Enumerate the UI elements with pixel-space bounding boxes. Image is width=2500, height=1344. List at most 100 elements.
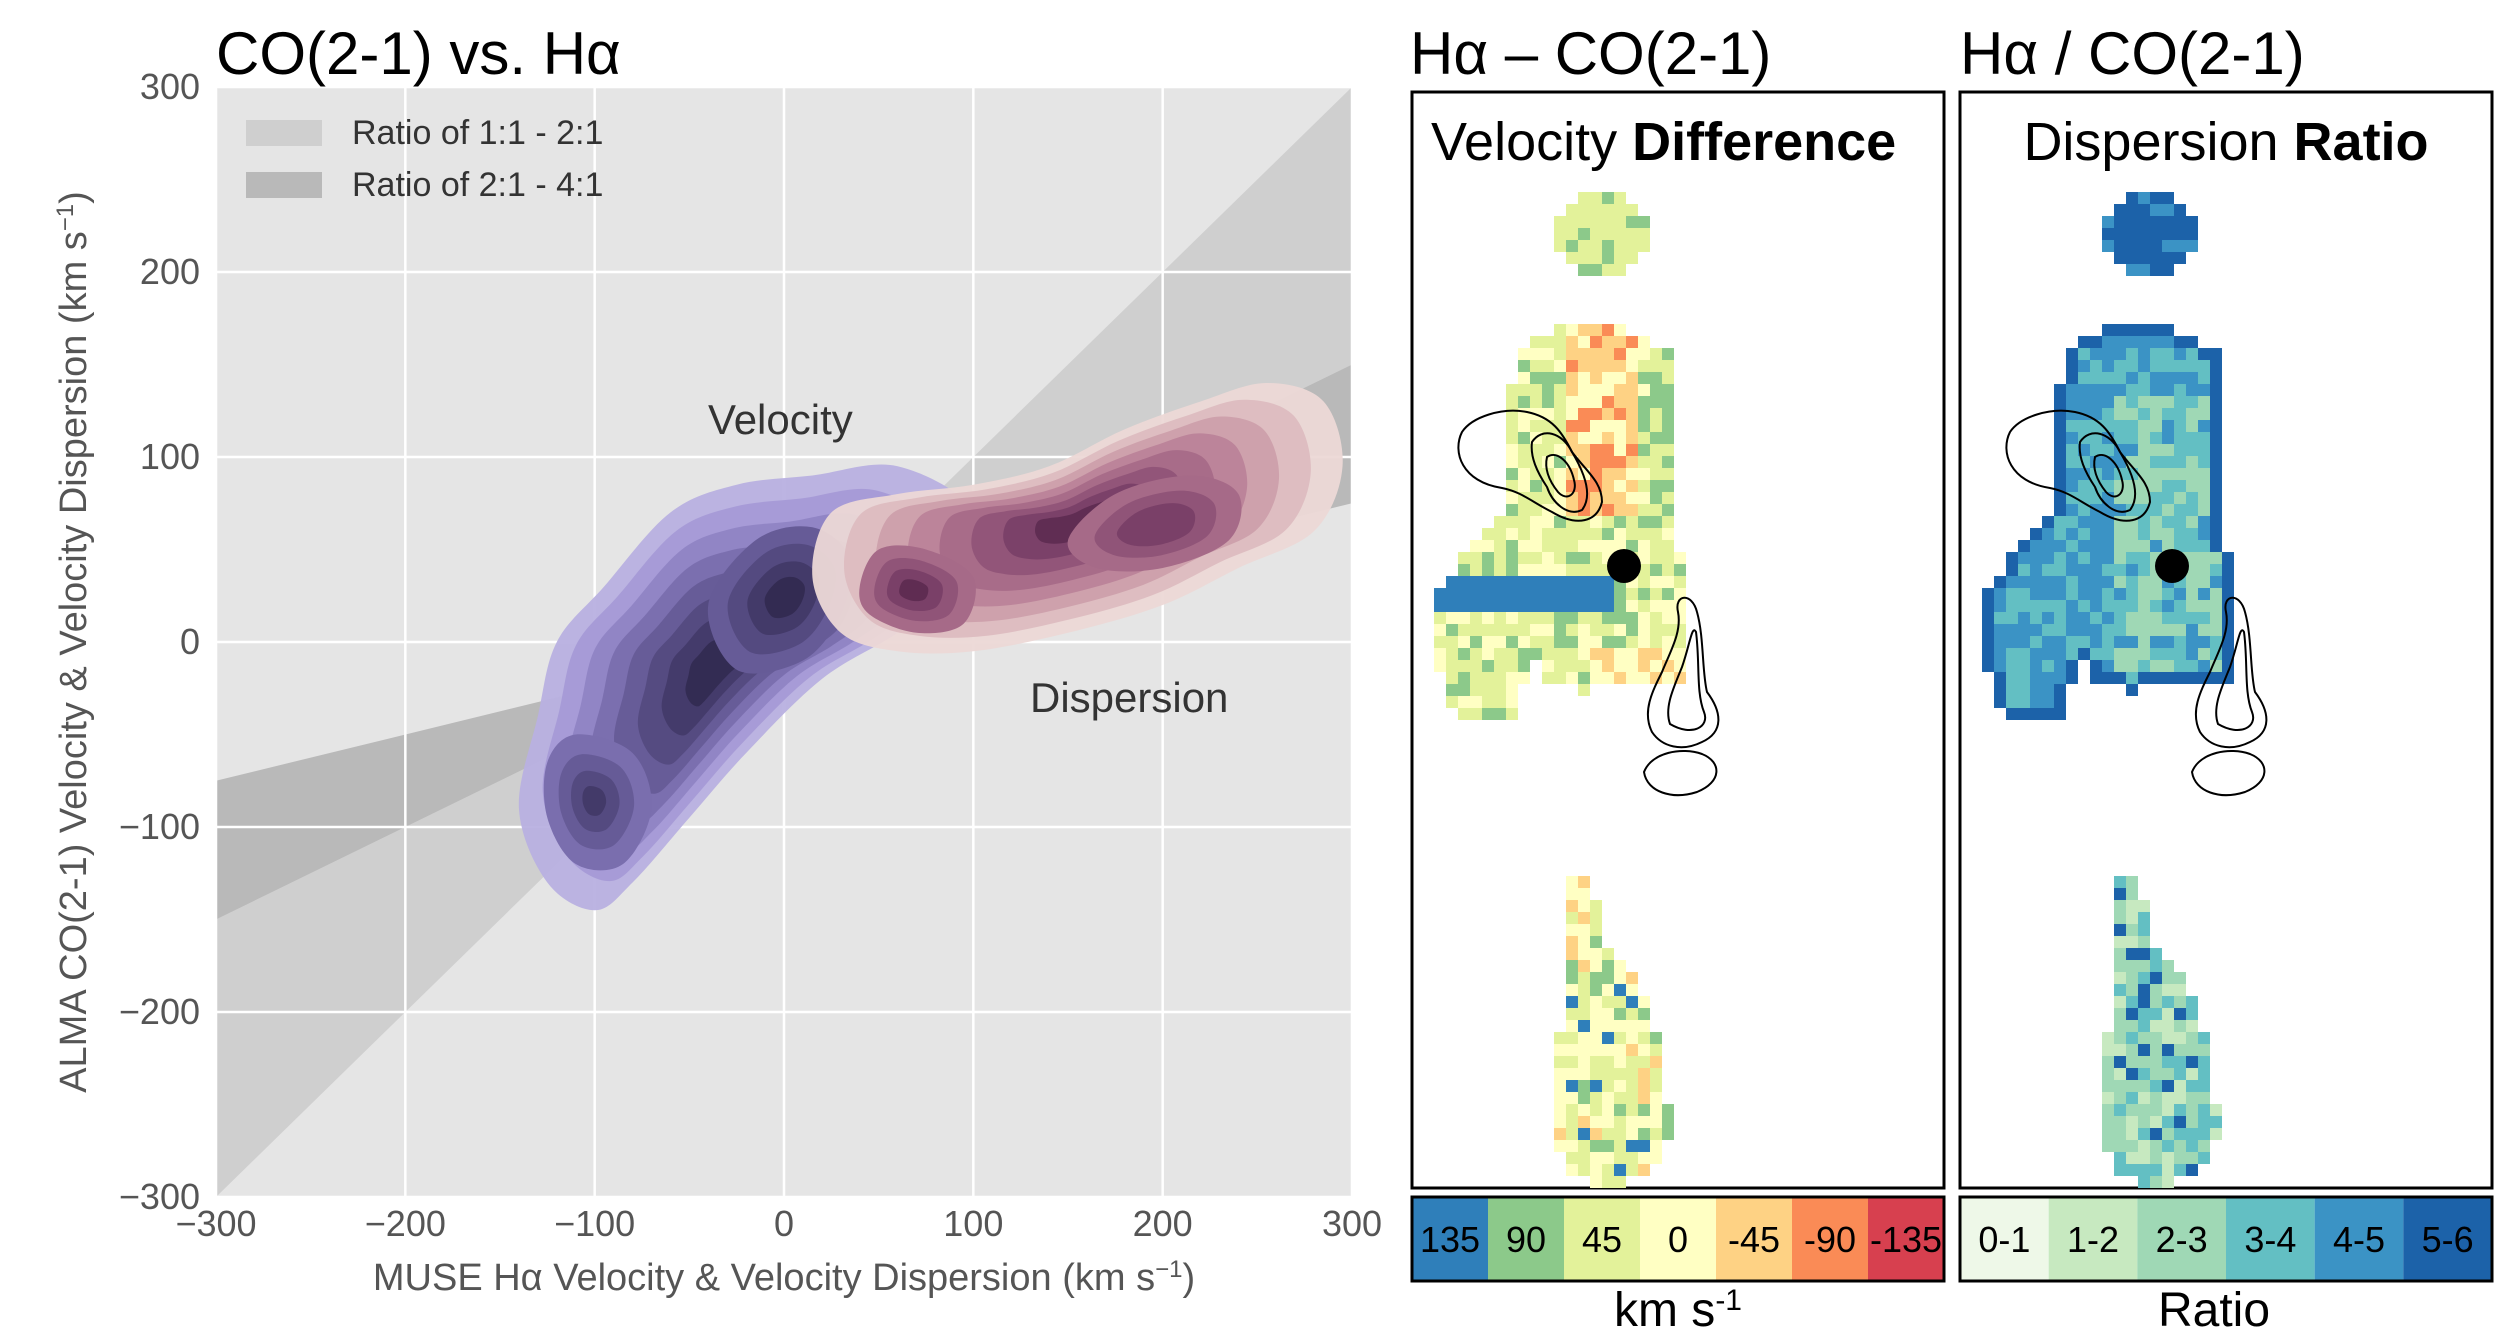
map-pixel	[1650, 468, 1662, 480]
map-pixel	[1578, 216, 1590, 228]
map-pixel	[1602, 576, 1614, 588]
map-pixel	[2126, 684, 2138, 696]
map-pixel	[1626, 348, 1638, 360]
colorbar-swatch	[1640, 1197, 1716, 1281]
map-pixel	[2186, 552, 2198, 564]
map-pixel	[2126, 264, 2138, 276]
map-pixel	[2114, 1080, 2126, 1092]
map-pixel	[1614, 204, 1626, 216]
map-pixel	[2174, 636, 2186, 648]
map-pixel	[2150, 324, 2162, 336]
co-contour	[1545, 454, 1576, 498]
map-pixel	[1650, 384, 1662, 396]
map-pixel	[2078, 372, 2090, 384]
map-pixel	[1566, 672, 1578, 684]
map-pixel	[1578, 1032, 1590, 1044]
map-pixel	[2114, 576, 2126, 588]
map-pixel	[2198, 360, 2210, 372]
map-pixel	[1566, 1140, 1578, 1152]
map-pixel	[1614, 984, 1626, 996]
map-pixel	[1554, 228, 1566, 240]
map-pixel	[1662, 552, 1674, 564]
map-pixel	[2078, 552, 2090, 564]
map-pixel	[1578, 564, 1590, 576]
map-pixel	[1994, 696, 2006, 708]
map-pixel	[2186, 1032, 2198, 1044]
map-pixel	[2150, 516, 2162, 528]
map-pixel	[1602, 984, 1614, 996]
map-pixel	[1434, 600, 1446, 612]
map-pixel	[2150, 456, 2162, 468]
map-pixel	[2126, 972, 2138, 984]
map-pixel	[1614, 264, 1626, 276]
map-pixel	[2186, 348, 2198, 360]
map-pixel	[1554, 672, 1566, 684]
map-pixel	[1602, 660, 1614, 672]
map-pixel	[1638, 540, 1650, 552]
map-pixel	[1650, 660, 1662, 672]
map-pixel	[2138, 564, 2150, 576]
map-pixel	[2078, 528, 2090, 540]
map-pixel	[1458, 648, 1470, 660]
map-pixel	[1602, 1080, 1614, 1092]
map-pixel	[1518, 384, 1530, 396]
map-pixel	[1638, 1140, 1650, 1152]
map-pixel	[1638, 420, 1650, 432]
map-pixel	[2198, 588, 2210, 600]
map-pixel	[1650, 360, 1662, 372]
map-pixel	[2054, 552, 2066, 564]
map-pixel	[1590, 216, 1602, 228]
map-pixel	[2222, 624, 2234, 636]
map-pixel	[2102, 384, 2114, 396]
map-pixel	[1650, 1104, 1662, 1116]
map-pixel	[1590, 960, 1602, 972]
map-pixel	[1614, 1008, 1626, 1020]
map-pixel	[1566, 924, 1578, 936]
map-pixel	[1494, 660, 1506, 672]
map-pixel	[1638, 240, 1650, 252]
map-pixel	[2078, 336, 2090, 348]
map-pixel	[2174, 1020, 2186, 1032]
map-pixel	[1578, 1008, 1590, 1020]
map-pixel	[1626, 432, 1638, 444]
right-colorbar-unit: Ratio	[2158, 1284, 2270, 1337]
map-pixel	[2150, 204, 2162, 216]
map-pixel	[2138, 672, 2150, 684]
map-pixel	[2078, 588, 2090, 600]
map-pixel	[1638, 396, 1650, 408]
map-pixel	[2090, 552, 2102, 564]
map-pixel	[2102, 372, 2114, 384]
map-pixel	[2126, 648, 2138, 660]
map-pixel	[2138, 528, 2150, 540]
map-pixel	[2114, 324, 2126, 336]
map-pixel	[2018, 576, 2030, 588]
map-pixel	[2126, 588, 2138, 600]
map-pixel	[1982, 636, 1994, 648]
map-pixel	[1650, 408, 1662, 420]
map-pixel	[1542, 336, 1554, 348]
map-pixel	[1590, 1176, 1602, 1188]
map-pixel	[2174, 1116, 2186, 1128]
map-pixel	[2174, 444, 2186, 456]
map-pixel	[2114, 996, 2126, 1008]
map-pixel	[1482, 540, 1494, 552]
map-pixel	[2126, 1080, 2138, 1092]
map-pixel	[1458, 636, 1470, 648]
map-pixel	[1482, 708, 1494, 720]
map-pixel	[2102, 624, 2114, 636]
map-pixel	[1518, 504, 1530, 516]
map-pixel	[2138, 384, 2150, 396]
map-pixel	[2126, 600, 2138, 612]
map-pixel	[1650, 1080, 1662, 1092]
map-pixel	[1650, 1140, 1662, 1152]
map-pixel	[2042, 564, 2054, 576]
colorbar-swatch	[1716, 1197, 1792, 1281]
map-pixel	[1554, 552, 1566, 564]
map-pixel	[1590, 648, 1602, 660]
map-pixel	[2126, 492, 2138, 504]
map-pixel	[2102, 216, 2114, 228]
map-pixel	[2102, 1104, 2114, 1116]
map-pixel	[2186, 240, 2198, 252]
map-pixel	[1518, 396, 1530, 408]
map-pixel	[1566, 1092, 1578, 1104]
